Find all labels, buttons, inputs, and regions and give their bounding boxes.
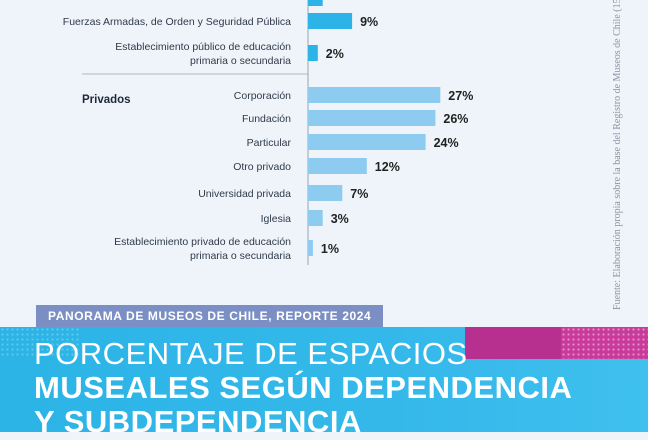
value-label: 1% [321, 242, 339, 256]
value-label: 27% [448, 89, 473, 103]
bar [308, 87, 441, 103]
report-tag: PANORAMA DE MUSEOS DE CHILE, REPORTE 202… [36, 305, 384, 327]
banner-accent-block [465, 327, 561, 359]
category-label: Establecimiento privado de educación prim… [114, 236, 291, 262]
value-label: 12% [375, 160, 400, 174]
title-line-1: PORCENTAJE DE ESPACIOS [34, 336, 468, 371]
value-label: 9% [360, 15, 378, 29]
category-label: Particular [247, 137, 292, 149]
bar [308, 45, 318, 61]
title-line-3: Y SUBDEPENDENCIA [34, 404, 362, 439]
bar [308, 110, 436, 126]
category-label: Otro privado [233, 161, 291, 173]
bar [308, 0, 323, 6]
category-label: Fundación [242, 113, 291, 125]
bar [308, 210, 323, 226]
bar [308, 185, 343, 201]
bar [308, 13, 353, 29]
value-label: 24% [434, 136, 459, 150]
group-title: Privados [82, 94, 131, 106]
category-label: Iglesia [261, 213, 292, 225]
bar [308, 134, 426, 150]
bar [308, 158, 367, 174]
banner-dot-pattern [0, 327, 80, 357]
bar-chart: Fuerzas Armadas, de Orden y Seguridad Pú… [63, 0, 473, 265]
banner-dot-accent [561, 327, 648, 359]
value-label: 3% [331, 212, 349, 226]
category-label: Universidad privada [198, 188, 291, 200]
category-label: Fuerzas Armadas, de Orden y Seguridad Pú… [63, 16, 291, 28]
value-label: 2% [326, 47, 344, 61]
value-label: 7% [350, 187, 368, 201]
value-label: 26% [443, 112, 468, 126]
category-label: Corporación [234, 90, 291, 102]
source-note: Fuente: Elaboración propia sobre la base… [612, 0, 623, 310]
bar [308, 240, 313, 256]
chart-area: Fuerzas Armadas, de Orden y Seguridad Pú… [62, 0, 474, 265]
title-line-2: MUSEALES SEGÚN DEPENDENCIA [34, 370, 573, 405]
category-label: Establecimiento público de educación prim… [115, 41, 291, 67]
